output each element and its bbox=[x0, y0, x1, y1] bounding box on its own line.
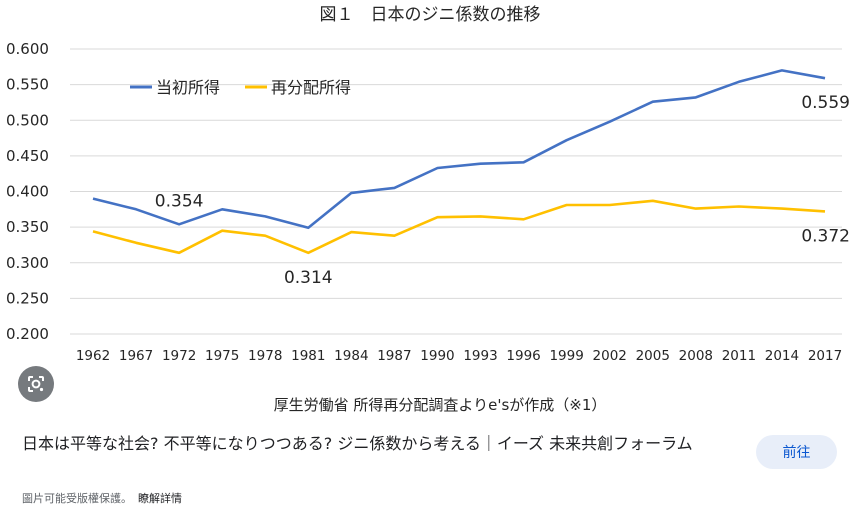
x-tick-label: 2002 bbox=[593, 348, 627, 364]
legend: 当初所得 再分配所得 bbox=[130, 78, 351, 97]
x-tick-label: 1984 bbox=[334, 348, 368, 364]
x-tick-label: 1990 bbox=[420, 348, 454, 364]
y-tick-label: 0.400 bbox=[6, 183, 49, 201]
x-axis-ticks: 1962 1967 1972 1975 1978 1981 1984 1987 1990 1993… bbox=[76, 348, 842, 364]
x-tick-label: 1999 bbox=[549, 348, 583, 364]
learn-more-link[interactable]: 瞭解詳情 bbox=[138, 492, 182, 505]
legend-label-0: 当初所得 bbox=[156, 78, 220, 97]
x-tick-label: 2017 bbox=[808, 348, 842, 364]
copyright-notice: 圖片可能受版權保護。 瞭解詳情 bbox=[22, 490, 182, 506]
y-tick-label: 0.200 bbox=[6, 325, 49, 343]
x-tick-label: 1967 bbox=[119, 348, 153, 364]
y-tick-label: 0.550 bbox=[6, 76, 49, 94]
x-tick-label: 1981 bbox=[291, 348, 325, 364]
x-tick-label: 1978 bbox=[248, 348, 282, 364]
x-tick-label: 2005 bbox=[636, 348, 670, 364]
x-tick-label: 1972 bbox=[162, 348, 196, 364]
data-label-1: 0.314 bbox=[284, 268, 333, 288]
x-tick-label: 1975 bbox=[205, 348, 239, 364]
x-tick-label: 1993 bbox=[463, 348, 497, 364]
legend-label-1: 再分配所得 bbox=[271, 78, 351, 97]
data-labels: 0.354 0.314 0.559 0.372 bbox=[155, 93, 850, 288]
y-tick-label: 0.450 bbox=[6, 147, 49, 165]
source-note: 厚生労働省 所得再分配調査よりe'sが作成（※1） bbox=[274, 396, 607, 414]
data-label-0: 0.354 bbox=[155, 191, 204, 211]
y-tick-label: 0.250 bbox=[6, 289, 49, 307]
result-page-title[interactable]: 日本は平等な社会? 不平等になりつつある? ジニ係数から考える｜イーズ 未来共創… bbox=[22, 434, 693, 453]
series-line-1 bbox=[92, 199, 826, 255]
x-tick-label: 2008 bbox=[679, 348, 713, 364]
series-line-0 bbox=[92, 69, 826, 230]
x-tick-label: 1987 bbox=[377, 348, 411, 364]
y-axis-ticks: 0.600 0.550 0.500 0.450 0.400 0.350 0.300 0.250… bbox=[6, 40, 49, 343]
y-tick-label: 0.300 bbox=[6, 254, 49, 272]
grid-lines bbox=[70, 48, 842, 335]
y-tick-label: 0.350 bbox=[6, 218, 49, 236]
visual-search-button[interactable] bbox=[18, 366, 54, 402]
chart-image[interactable]: 図１ 日本のジニ係数の推移 0.600 0.550 0.500 0.450 0.400 0… bbox=[0, 0, 858, 424]
visit-button[interactable]: 前往 bbox=[756, 435, 837, 469]
x-tick-label: 2014 bbox=[765, 348, 799, 364]
copyright-text: 圖片可能受版權保護。 bbox=[22, 492, 132, 505]
lens-icon bbox=[28, 376, 44, 392]
x-tick-label: 1962 bbox=[76, 348, 110, 364]
chart-title: 図１ 日本のジニ係数の推移 bbox=[320, 5, 541, 25]
data-label-2: 0.559 bbox=[801, 93, 850, 113]
gini-line-chart: 図１ 日本のジニ係数の推移 0.6000.5500.5000.4500.4000… bbox=[6, 5, 850, 414]
data-label-3: 0.372 bbox=[801, 226, 850, 246]
x-tick-label: 2011 bbox=[722, 348, 756, 364]
x-tick-label: 1996 bbox=[506, 348, 540, 364]
y-tick-label: 0.500 bbox=[6, 111, 49, 129]
y-tick-label: 0.600 bbox=[6, 40, 49, 58]
series-lines bbox=[92, 69, 826, 255]
